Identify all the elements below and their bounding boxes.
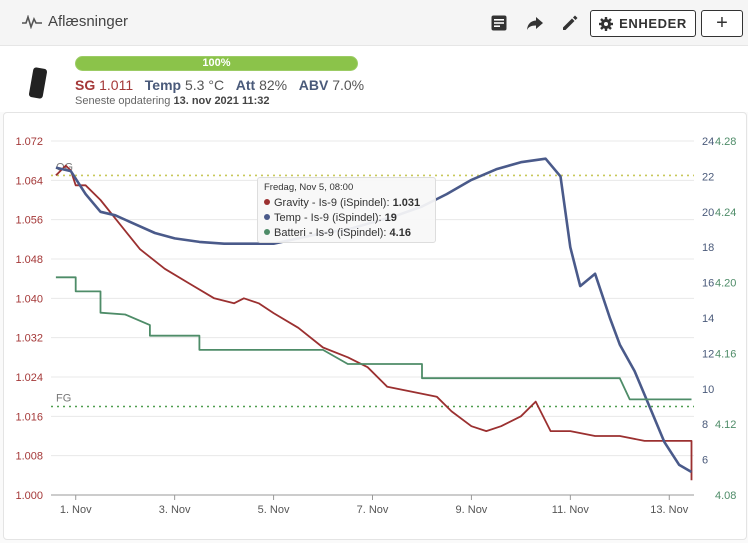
last-updated-label: Seneste opdatering	[75, 95, 171, 107]
y-right-temp-tick-label: 16	[702, 278, 714, 290]
x-tick-label: 1. Nov	[60, 504, 92, 516]
x-tick-label: 7. Nov	[357, 504, 389, 516]
pulse-icon	[22, 14, 42, 29]
x-tick-label: 11. Nov	[552, 504, 590, 516]
y-left-tick-label: 1.032	[15, 333, 43, 345]
y-left-tick-label: 1.056	[15, 215, 43, 227]
y-right-temp-tick-label: 18	[702, 242, 714, 254]
y-right-battery-tick-label: 4.20	[715, 278, 736, 290]
x-tick-label: 5. Nov	[258, 504, 290, 516]
tooltip-temp-label: Temp - Is-9 (iSpindel):	[274, 212, 385, 224]
battery-legend-dot	[264, 229, 270, 235]
tooltip-gravity-label: Gravity - Is-9 (iSpindel):	[274, 197, 393, 209]
y-left-tick-label: 1.024	[15, 372, 43, 384]
y-left-tick-label: 1.064	[15, 175, 43, 187]
y-right-temp-tick-label: 8	[702, 419, 708, 431]
series-line-gravity	[55, 164, 693, 481]
y-right-temp-tick-label: 12	[702, 348, 714, 360]
last-updated-value: 13. nov 2021 11:32	[173, 95, 270, 107]
add-button[interactable]: +	[701, 10, 743, 37]
y-left-tick-label: 1.040	[15, 293, 43, 305]
y-right-temp-tick-label: 20	[702, 207, 714, 219]
y-left-tick-label: 1.008	[15, 451, 43, 463]
share-icon[interactable]	[525, 13, 545, 33]
edit-icon[interactable]	[560, 13, 580, 33]
x-tick-label: 13. Nov	[650, 504, 688, 516]
att-label: Att	[235, 77, 256, 93]
add-button-label: +	[716, 12, 728, 34]
tooltip-battery-value: 4.16	[389, 227, 411, 239]
temp-legend-dot	[264, 214, 270, 220]
tooltip-row-battery: Batteri - Is-9 (iSpindel): 4.16	[264, 226, 429, 241]
last-updated: Seneste opdatering 13. nov 2021 11:32	[75, 95, 270, 107]
units-button[interactable]: ENHEDER	[590, 10, 696, 37]
reference-label-fg: FG	[56, 393, 71, 405]
tooltip-battery-label: Batteri - Is-9 (iSpindel):	[274, 227, 390, 239]
y-left-tick-label: 1.048	[15, 254, 43, 266]
x-tick-label: 9. Nov	[456, 504, 488, 516]
y-right-battery-tick-label: 4.16	[715, 348, 736, 360]
y-right-battery-tick-label: 4.24	[715, 207, 736, 219]
page-title: Aflæsninger	[48, 13, 129, 30]
sg-value: 1.011	[99, 77, 134, 93]
chart-tooltip: Fredag, Nov 5, 08:00 Gravity - Is-9 (iSp…	[257, 177, 436, 243]
temp-label: Temp	[144, 77, 182, 93]
temp-value: 5.3 °C	[185, 77, 225, 93]
y-right-temp-tick-label: 24	[702, 136, 714, 148]
y-right-temp-tick-label: 6	[702, 455, 708, 467]
current-readings: SG 1.011 Temp 5.3 °C Att 82% ABV 7.0%	[75, 77, 364, 93]
tooltip-header: Fredag, Nov 5, 08:00	[264, 182, 354, 193]
tooltip-row-gravity: Gravity - Is-9 (iSpindel): 1.031	[264, 196, 429, 211]
abv-value: 7.0%	[332, 77, 365, 93]
y-right-battery-tick-label: 4.28	[715, 136, 736, 148]
abv-label: ABV	[298, 77, 329, 93]
top-bar: Aflæsninger ENHEDER +	[0, 0, 748, 46]
gravity-legend-dot	[264, 199, 270, 205]
y-right-temp-tick-label: 10	[702, 384, 714, 396]
progress-label: 100%	[202, 57, 231, 69]
y-left-tick-label: 1.072	[15, 136, 43, 148]
y-left-tick-label: 1.000	[15, 490, 43, 502]
sg-label: SG	[75, 77, 96, 93]
y-right-battery-tick-label: 4.12	[715, 419, 736, 431]
units-button-label: ENHEDER	[619, 16, 687, 31]
app-brand: Aflæsninger	[22, 13, 128, 30]
gear-icon	[599, 16, 614, 31]
tooltip-temp-value: 19	[384, 212, 397, 224]
y-right-temp-tick-label: 22	[702, 171, 714, 183]
series-line-battery	[55, 276, 692, 401]
y-left-tick-label: 1.016	[15, 411, 43, 423]
att-value: 82%	[259, 77, 288, 93]
y-right-battery-tick-label: 4.08	[715, 490, 736, 502]
notes-icon[interactable]	[489, 13, 509, 33]
x-tick-label: 3. Nov	[159, 504, 191, 516]
tooltip-gravity-value: 1.031	[392, 197, 421, 209]
fermentation-progress-bar: 100%	[75, 56, 358, 71]
y-right-temp-tick-label: 14	[702, 313, 714, 325]
tooltip-row-temp: Temp - Is-9 (iSpindel): 19	[264, 211, 429, 226]
